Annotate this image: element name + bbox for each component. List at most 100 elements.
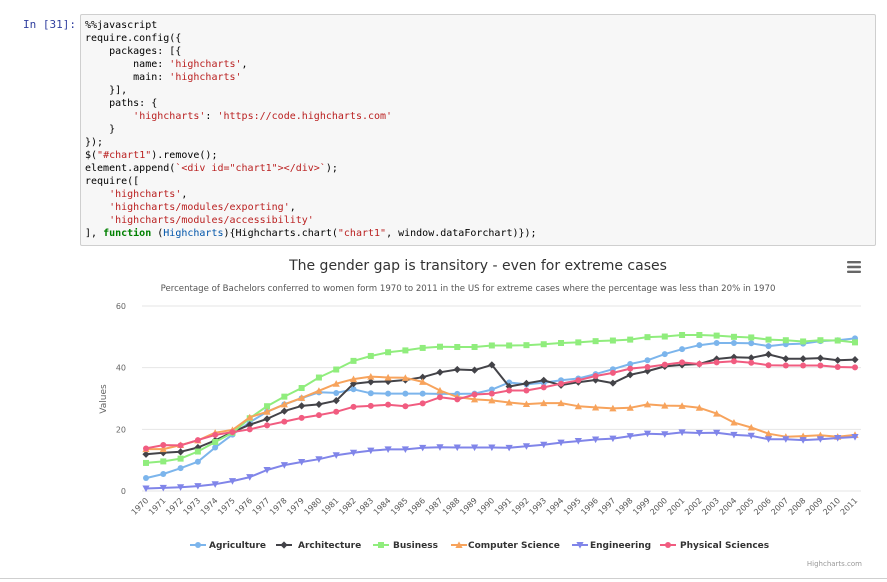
- x-tick-label: 1979: [285, 496, 306, 517]
- x-tick-label: 2008: [787, 496, 808, 517]
- legend: Agriculture Architecture Business Computer …: [190, 541, 769, 551]
- data-point: [298, 402, 306, 410]
- data-point: [159, 484, 167, 492]
- series-engineering[interactable]: [142, 429, 859, 493]
- legend-item-architecture[interactable]: Architecture: [276, 541, 361, 551]
- y-axis-ticks: 0 20 40 60: [116, 302, 126, 496]
- code-token: element.append(: [85, 163, 176, 174]
- code-string: `<div id="chart1"></div>`: [175, 163, 326, 174]
- x-tick-label: 1993: [527, 496, 548, 517]
- code-string: 'highcharts/modules/accessibility': [109, 215, 314, 226]
- x-tick-label: 2001: [666, 496, 687, 517]
- code-token: [85, 189, 109, 200]
- legend-item-business[interactable]: Business: [373, 541, 438, 551]
- data-point: [470, 444, 479, 452]
- data-point: [661, 333, 668, 340]
- data-point: [281, 393, 288, 400]
- data-point: [609, 379, 617, 387]
- data-point: [540, 441, 548, 449]
- data-point: [713, 332, 720, 339]
- x-tick-label: 2005: [735, 496, 756, 517]
- data-point: [194, 437, 201, 444]
- data-point: [765, 362, 772, 369]
- legend-item-engineering[interactable]: Engineering: [572, 541, 651, 551]
- data-point: [558, 340, 565, 346]
- data-point: [679, 346, 686, 353]
- data-point: [644, 334, 651, 341]
- data-point: [782, 337, 789, 344]
- data-point: [246, 413, 254, 421]
- code-line: require.config({: [85, 33, 182, 44]
- x-tick-label: 2004: [718, 496, 739, 517]
- series-line: [145, 337, 856, 480]
- data-point: [592, 376, 600, 384]
- data-point: [384, 446, 392, 453]
- data-point: [522, 400, 531, 408]
- data-point: [264, 403, 271, 410]
- data-point: [402, 347, 409, 354]
- x-tick-label: 1983: [354, 496, 375, 517]
- data-point: [384, 373, 392, 381]
- data-point: [609, 404, 617, 412]
- series-physical-sciences[interactable]: [143, 358, 858, 452]
- data-point: [350, 403, 357, 410]
- data-point: [713, 429, 721, 437]
- code-line: });: [85, 137, 104, 148]
- data-point: [834, 364, 841, 371]
- data-point: [747, 432, 755, 440]
- y-tick-label: 0: [121, 487, 126, 496]
- data-point: [592, 338, 599, 345]
- data-point: [264, 422, 271, 429]
- legend-label: Architecture: [298, 541, 361, 551]
- data-point: [436, 394, 443, 401]
- series-architecture[interactable]: [142, 350, 859, 458]
- data-point: [765, 336, 772, 343]
- data-point: [505, 444, 513, 452]
- data-point: [748, 340, 755, 347]
- data-point: [229, 429, 236, 436]
- series-computer-science[interactable]: [142, 373, 859, 453]
- data-point: [643, 430, 652, 438]
- x-tick-label: 2006: [752, 496, 773, 517]
- data-point: [315, 387, 323, 394]
- data-point: [748, 359, 755, 366]
- data-point: [402, 390, 409, 397]
- x-tick-label: 1975: [216, 496, 237, 517]
- data-point: [332, 380, 340, 387]
- hamburger-menu-icon[interactable]: [847, 261, 861, 273]
- data-point: [800, 338, 807, 345]
- x-tick-label: 1996: [579, 496, 600, 517]
- data-point: [471, 391, 478, 398]
- data-point: [661, 431, 669, 438]
- y-tick-label: 20: [116, 425, 126, 434]
- data-point: [643, 400, 652, 408]
- x-tick-label: 1989: [458, 496, 479, 517]
- data-point: [644, 357, 651, 364]
- data-point: [350, 386, 357, 393]
- code-token: ],: [85, 228, 104, 239]
- data-point: [834, 337, 841, 344]
- code-token: [85, 202, 109, 213]
- data-point: [816, 354, 825, 362]
- data-point: [349, 380, 358, 388]
- legend-item-physical-sciences[interactable]: Physical Sciences: [660, 541, 769, 551]
- series-business[interactable]: [143, 331, 858, 466]
- data-point: [852, 364, 858, 371]
- x-tick-label: 1992: [510, 496, 531, 517]
- data-point: [263, 408, 271, 415]
- data-point: [488, 342, 495, 349]
- credits-link[interactable]: Highcharts.com: [807, 560, 862, 568]
- legend-item-agriculture[interactable]: Agriculture: [190, 541, 266, 551]
- data-point: [730, 431, 738, 439]
- legend-symbol: [280, 541, 288, 549]
- data-point: [661, 361, 668, 368]
- x-tick-label: 1987: [424, 496, 445, 517]
- legend-item-computer-science[interactable]: Computer Science: [451, 541, 560, 551]
- legend-label: Agriculture: [209, 541, 266, 551]
- data-point: [609, 337, 616, 344]
- data-point: [471, 344, 478, 351]
- data-point: [540, 376, 548, 384]
- data-point: [263, 467, 271, 474]
- data-point: [177, 442, 184, 449]
- code-cell-editor[interactable]: %%javascript require.config({ packages: …: [80, 14, 876, 246]
